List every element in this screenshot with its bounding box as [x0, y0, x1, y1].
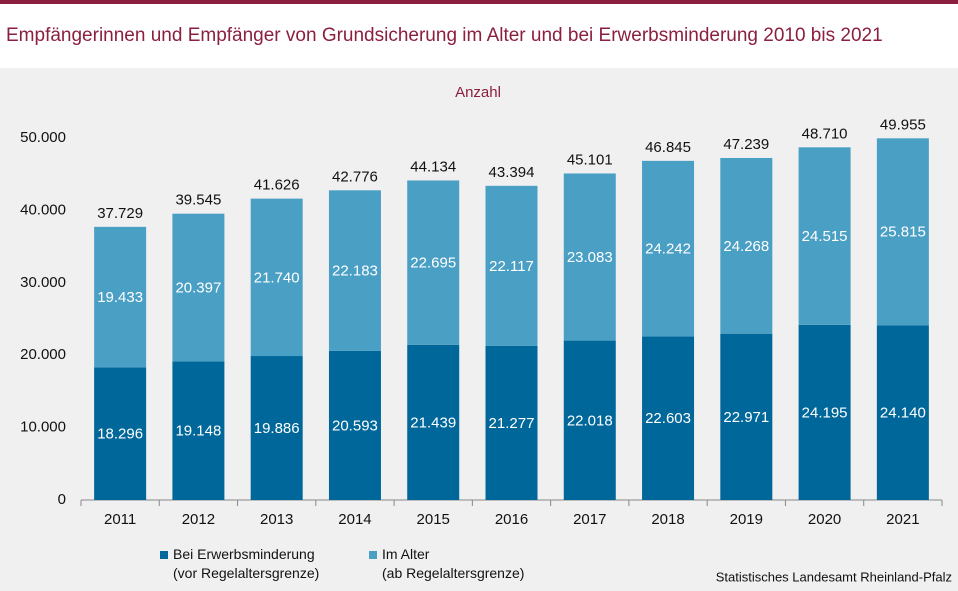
value-label: 22.695 [410, 255, 456, 272]
value-label: 21.439 [410, 414, 456, 431]
bar-segment [642, 336, 695, 500]
bar-segment [485, 185, 538, 346]
legend-item: Bei Erwerbsminderung (vor Regelaltersgre… [160, 545, 320, 583]
value-label: 18.296 [97, 426, 143, 443]
y-tick-label: 20.000 [20, 346, 66, 363]
bar-segment [328, 190, 381, 351]
value-label: 24.140 [880, 405, 926, 422]
total-label: 41.626 [254, 177, 300, 194]
total-label: 42.776 [332, 168, 378, 185]
value-label: 20.397 [175, 280, 221, 297]
x-tick-label: 2016 [495, 511, 528, 528]
value-label: 24.242 [645, 241, 691, 258]
bar-segment [407, 180, 460, 345]
chart-subtitle: Anzahl [455, 84, 501, 101]
bar-segment [563, 173, 616, 341]
value-label: 19.148 [175, 423, 221, 440]
x-tick-label: 2018 [651, 511, 684, 528]
x-tick-label: 2021 [886, 511, 919, 528]
y-tick-label: 40.000 [20, 201, 66, 218]
y-tick-label: 10.000 [20, 419, 66, 436]
value-label: 23.083 [567, 249, 613, 266]
bar-segment [798, 147, 851, 325]
value-label: 24.195 [802, 404, 848, 421]
value-label: 22.018 [567, 412, 613, 429]
total-label: 37.729 [97, 205, 143, 222]
legend-label: Im Alter (ab Regelaltersgrenze) [382, 546, 525, 581]
value-label: 22.183 [332, 263, 378, 280]
value-label: 21.277 [489, 415, 535, 432]
y-tick-label: 0 [58, 491, 66, 508]
value-label: 22.117 [489, 258, 534, 275]
total-label: 47.239 [723, 136, 769, 153]
legend-label: Bei Erwerbsminderung (vor Regelaltersgre… [173, 546, 320, 581]
source: Statistisches Landesamt Rheinland-Pfalz [716, 569, 952, 584]
value-label: 24.268 [723, 238, 769, 255]
bar-segment [94, 226, 147, 368]
total-label: 43.394 [489, 164, 535, 181]
x-tick-label: 2017 [573, 511, 606, 528]
bar-segment [798, 324, 851, 500]
x-tick-label: 2013 [260, 511, 293, 528]
x-tick-label: 2012 [182, 511, 215, 528]
value-label: 22.603 [645, 410, 691, 427]
value-label: 24.515 [802, 228, 848, 245]
value-label: 19.433 [97, 289, 143, 306]
bar-segment [563, 340, 616, 500]
x-tick-label: 2014 [338, 511, 371, 528]
bar-segment [876, 138, 929, 326]
total-label: 46.845 [645, 139, 691, 156]
top-border [0, 0, 958, 4]
bar-segment [876, 325, 929, 500]
value-label: 22.971 [723, 409, 769, 426]
total-label: 45.101 [567, 151, 613, 168]
bar-segment [328, 350, 381, 500]
legend-item: Im Alter (ab Regelaltersgrenze) [369, 545, 525, 583]
legend-swatch [369, 551, 377, 559]
total-label: 44.134 [410, 158, 456, 175]
bar-segment [642, 160, 695, 337]
y-tick-label: 50.000 [20, 129, 66, 146]
bar-segment [407, 344, 460, 500]
x-tick-label: 2011 [104, 511, 136, 528]
value-label: 21.740 [254, 269, 300, 286]
bar-segment [720, 157, 773, 334]
y-tick-label: 30.000 [20, 274, 66, 291]
value-label: 19.886 [254, 420, 300, 437]
bar-segment [485, 345, 538, 500]
x-tick-label: 2019 [730, 511, 763, 528]
total-label: 49.955 [880, 116, 926, 133]
bar-segment [94, 367, 147, 500]
chart-title: Empfängerinnen und Empfänger von Grundsi… [6, 25, 883, 46]
bar-segment [172, 361, 225, 500]
bar-segment [720, 333, 773, 500]
value-label: 20.593 [332, 417, 378, 434]
bar-segment [172, 213, 225, 362]
x-tick-label: 2020 [808, 511, 841, 528]
legend-swatch [160, 551, 168, 559]
bar-segment [250, 356, 303, 500]
bar-segment [250, 198, 303, 357]
value-label: 25.815 [880, 224, 926, 241]
x-tick-label: 2015 [417, 511, 450, 528]
total-label: 39.545 [175, 192, 221, 209]
total-label: 48.710 [802, 125, 848, 142]
